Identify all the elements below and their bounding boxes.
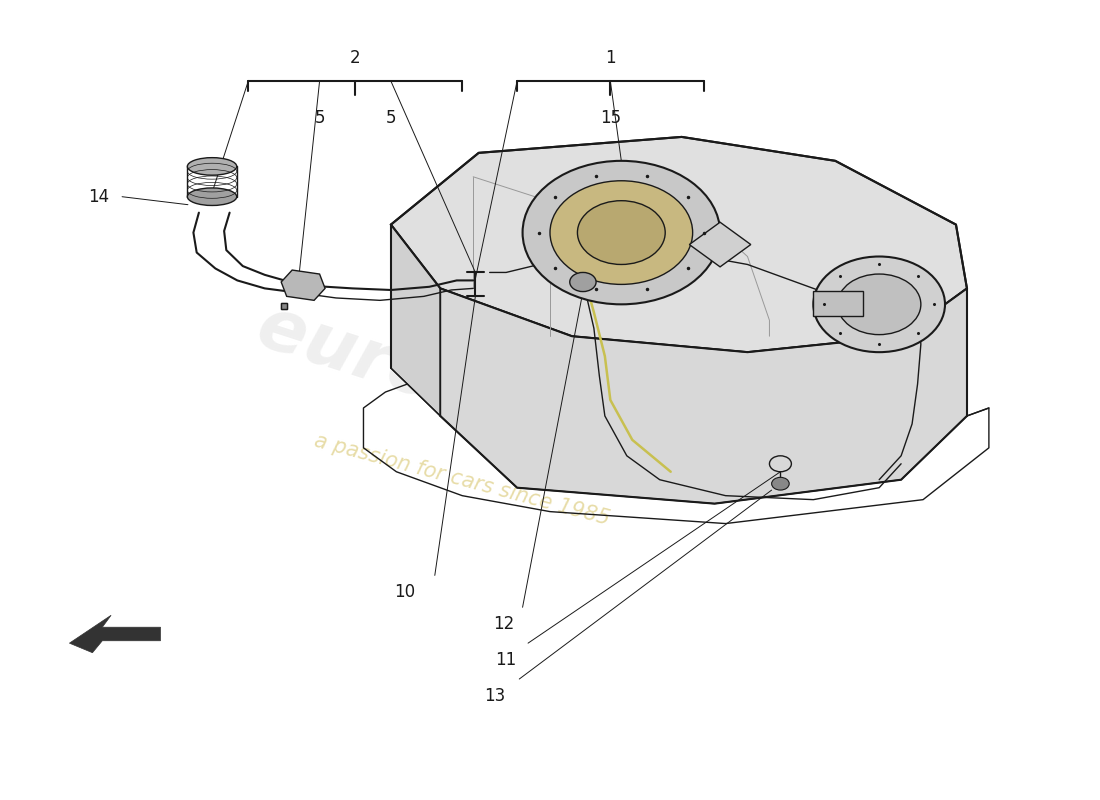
Circle shape [578,201,666,265]
Text: 2: 2 [350,49,361,66]
Circle shape [570,273,596,291]
Circle shape [771,478,789,490]
Text: 1: 1 [605,49,616,66]
Text: 15: 15 [600,109,620,127]
Text: 12: 12 [493,615,515,634]
Text: 11: 11 [495,651,517,669]
Polygon shape [440,288,967,504]
Ellipse shape [187,158,236,175]
Text: a passion for cars since 1985: a passion for cars since 1985 [312,430,613,529]
Circle shape [550,181,693,285]
Text: 5: 5 [386,109,396,127]
Text: 14: 14 [88,188,109,206]
Text: 5: 5 [315,109,324,127]
Circle shape [813,257,945,352]
Text: 13: 13 [484,687,506,705]
Polygon shape [690,222,751,267]
Polygon shape [69,615,161,653]
Polygon shape [390,225,440,416]
Circle shape [522,161,720,304]
Circle shape [837,274,921,334]
Bar [813,290,862,316]
Polygon shape [390,137,967,352]
Polygon shape [282,270,326,300]
Ellipse shape [187,188,236,206]
Text: 10: 10 [395,583,416,602]
Text: eurof⁠_⁠res: eurof⁠_⁠res [249,291,632,477]
